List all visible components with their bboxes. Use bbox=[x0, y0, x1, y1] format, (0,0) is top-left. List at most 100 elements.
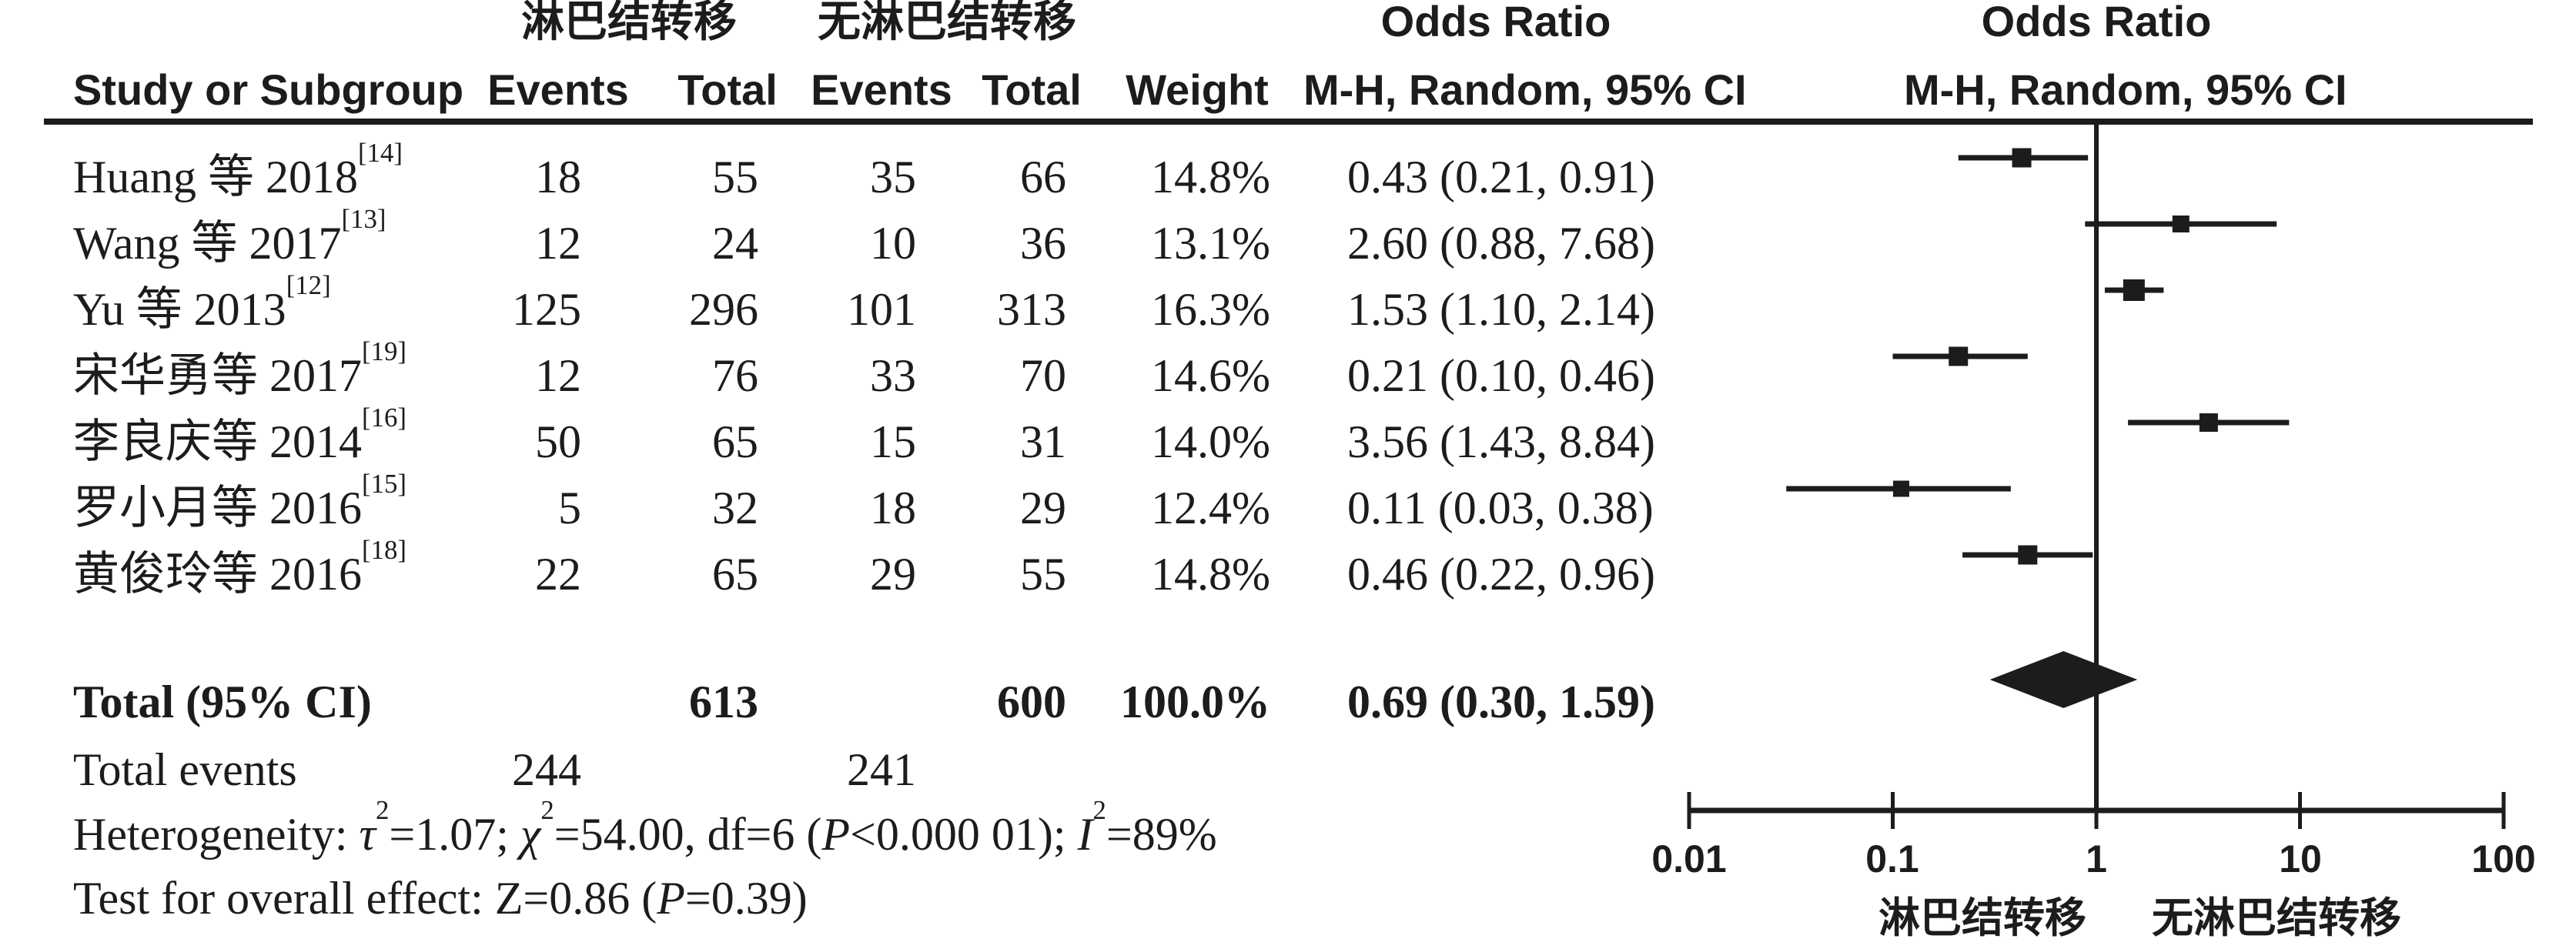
or-ci-cell: 0.21 (0.10, 0.46) bbox=[1347, 350, 1655, 401]
study-name-text: Wang 等 2017 bbox=[73, 218, 342, 269]
total1-cell: 65 bbox=[712, 416, 758, 467]
col-header-total-1: Total bbox=[677, 65, 778, 114]
study-ref: [12] bbox=[286, 269, 331, 300]
total2-cell: 29 bbox=[1020, 483, 1066, 533]
header-rule bbox=[44, 119, 2533, 125]
weight-cell: 13.1% bbox=[1151, 218, 1270, 269]
study-ref: [19] bbox=[362, 336, 406, 366]
total1-cell: 32 bbox=[712, 483, 758, 533]
total2-cell: 313 bbox=[997, 284, 1066, 335]
events1-cell: 18 bbox=[535, 152, 581, 202]
study-name: 宋华勇等 2017[19] bbox=[73, 338, 406, 409]
p-symbol: P bbox=[657, 873, 685, 924]
table-row: 黄俊玲等 2016[18] 22 65 29 55 14.8% 0.46 (0.… bbox=[0, 536, 1694, 607]
heterogeneity-stats: Heterogeneity: τ2=1.07; χ2=54.00, df=6 (… bbox=[73, 797, 1217, 867]
total-events-1: 244 bbox=[512, 744, 581, 795]
total-label: Total (95% CI) bbox=[73, 677, 372, 727]
total-or-ci: 0.69 (0.30, 1.59) bbox=[1347, 677, 1655, 727]
effect-square bbox=[1949, 346, 1969, 366]
group-header-lymph-metastasis: 淋巴结转移 bbox=[521, 0, 737, 45]
overall-effect-label: Test for overall effect: Z=0.86 ( bbox=[73, 873, 657, 924]
table-row: Huang 等 2018[14] 18 55 35 66 14.8% 0.43 … bbox=[0, 139, 1694, 210]
events1-cell: 5 bbox=[558, 483, 581, 533]
or-ci-cell: 3.56 (1.43, 8.84) bbox=[1347, 416, 1655, 467]
effect-square bbox=[1892, 480, 1909, 497]
total-row: Total (95% CI) 613 600 100.0% 0.69 (0.30… bbox=[0, 669, 1694, 735]
study-name: 罗小月等 2016[15] bbox=[73, 470, 406, 541]
chi-exponent: 2 bbox=[540, 794, 554, 825]
total1-cell: 24 bbox=[712, 218, 758, 269]
total1-cell: 76 bbox=[712, 350, 758, 401]
events2-cell: 15 bbox=[870, 416, 916, 467]
table-row: 罗小月等 2016[15] 5 32 18 29 12.4% 0.11 (0.0… bbox=[0, 470, 1694, 541]
study-name: Huang 等 2018[14] bbox=[73, 139, 403, 210]
axis-tick-label: 0.1 bbox=[1865, 837, 1919, 880]
events1-cell: 12 bbox=[535, 218, 581, 269]
study-name: Yu 等 2013[12] bbox=[73, 272, 331, 343]
study-name-text: 李良庆等 2014 bbox=[73, 416, 362, 467]
col-header-events-1: Events bbox=[487, 65, 629, 114]
effect-square bbox=[2199, 413, 2218, 432]
odds-ratio-plot-title: Odds Ratio bbox=[1981, 0, 2212, 45]
group-header-no-lymph-metastasis: 无淋巴结转移 bbox=[818, 0, 1076, 45]
table-row: Yu 等 2013[12] 125 296 101 313 16.3% 1.53… bbox=[0, 272, 1694, 343]
pooled-diamond bbox=[1989, 651, 2138, 708]
favours-right-label: 无淋巴结转移 bbox=[2152, 895, 2401, 941]
effect-square bbox=[2172, 216, 2190, 232]
study-ref: [18] bbox=[362, 534, 406, 565]
events1-cell: 12 bbox=[535, 350, 581, 401]
chi-symbol: χ bbox=[520, 809, 541, 860]
total2-cell: 31 bbox=[1020, 416, 1066, 467]
overall-effect-seg1: =0.39) bbox=[684, 873, 808, 924]
weight-cell: 14.8% bbox=[1151, 152, 1270, 202]
weight-cell: 14.0% bbox=[1151, 416, 1270, 467]
study-ref: [15] bbox=[362, 468, 406, 499]
events2-cell: 35 bbox=[870, 152, 916, 202]
heterogeneity-label: Heterogeneity: bbox=[73, 809, 360, 860]
overall-effect-stats: Test for overall effect: Z=0.86 (P=0.39) bbox=[73, 865, 808, 931]
total1-cell: 296 bbox=[689, 284, 758, 335]
tau-exponent: 2 bbox=[376, 794, 390, 825]
effect-square bbox=[2123, 279, 2145, 301]
events1-cell: 125 bbox=[512, 284, 581, 335]
table-row: 宋华勇等 2017[19] 12 76 33 70 14.6% 0.21 (0.… bbox=[0, 338, 1694, 409]
events1-cell: 22 bbox=[535, 549, 581, 600]
col-header-study: Study or Subgroup bbox=[73, 65, 464, 114]
i-squared-exponent: 2 bbox=[1092, 794, 1106, 825]
axis-tick-label: 10 bbox=[2279, 837, 2322, 880]
weight-cell: 14.6% bbox=[1151, 350, 1270, 401]
table-row: Wang 等 2017[13] 12 24 10 36 13.1% 2.60 (… bbox=[0, 206, 1694, 276]
weight-cell: 16.3% bbox=[1151, 284, 1270, 335]
col-header-mh-ci-plot: M-H, Random, 95% CI bbox=[1904, 65, 2347, 114]
total2-cell: 66 bbox=[1020, 152, 1066, 202]
total1-cell: 55 bbox=[712, 152, 758, 202]
i-squared-symbol: I bbox=[1077, 809, 1093, 860]
total2-cell: 55 bbox=[1020, 549, 1066, 600]
total2-cell: 70 bbox=[1020, 350, 1066, 401]
col-header-total-2: Total bbox=[982, 65, 1082, 114]
or-ci-cell: 1.53 (1.10, 2.14) bbox=[1347, 284, 1655, 335]
heterogeneity-seg1: =1.07; bbox=[389, 809, 520, 860]
col-header-events-2: Events bbox=[811, 65, 952, 114]
study-name-text: 宋华勇等 2017 bbox=[73, 350, 362, 401]
favours-left-label: 淋巴结转移 bbox=[1878, 895, 2086, 941]
total1-sum: 613 bbox=[689, 677, 758, 727]
or-ci-cell: 0.11 (0.03, 0.38) bbox=[1347, 483, 1654, 533]
heterogeneity-seg2: =54.00, df=6 ( bbox=[554, 809, 822, 860]
total-events-row: Total events 244 241 bbox=[0, 737, 1694, 803]
total2-sum: 600 bbox=[997, 677, 1066, 727]
or-ci-cell: 2.60 (0.88, 7.68) bbox=[1347, 218, 1655, 269]
study-name-text: 罗小月等 2016 bbox=[73, 483, 362, 533]
total-events-label: Total events bbox=[73, 744, 297, 795]
table-row: 李良庆等 2014[16] 50 65 15 31 14.0% 3.56 (1.… bbox=[0, 404, 1694, 475]
study-name-text: Huang 等 2018 bbox=[73, 152, 358, 202]
study-name: 黄俊玲等 2016[18] bbox=[73, 536, 406, 607]
weight-cell: 12.4% bbox=[1151, 483, 1270, 533]
total-weight: 100.0% bbox=[1120, 677, 1270, 727]
events2-cell: 18 bbox=[870, 483, 916, 533]
or-ci-cell: 0.46 (0.22, 0.96) bbox=[1347, 549, 1655, 600]
events2-cell: 29 bbox=[870, 549, 916, 600]
total1-cell: 65 bbox=[712, 549, 758, 600]
axis-tick-label: 0.01 bbox=[1651, 837, 1727, 880]
